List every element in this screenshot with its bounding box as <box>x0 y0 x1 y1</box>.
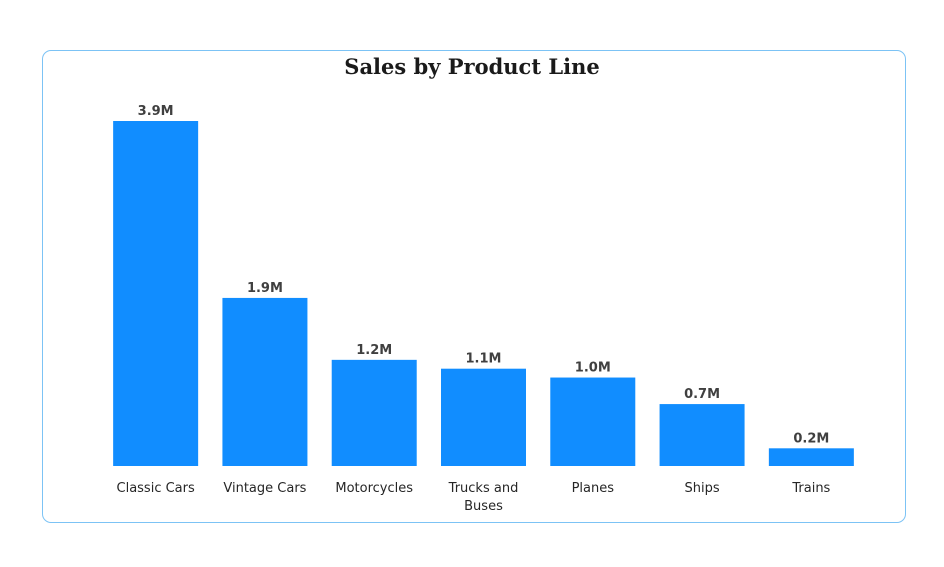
bar-classic-cars[interactable] <box>113 121 199 466</box>
category-label: Planes <box>572 481 615 496</box>
bar-motorcycles[interactable] <box>331 359 417 466</box>
bar-planes[interactable] <box>550 377 636 466</box>
data-label: 1.0M <box>575 361 611 376</box>
category-label: Trains <box>791 481 830 496</box>
data-label: 3.9M <box>138 104 174 119</box>
category-label: Motorcycles <box>335 481 413 496</box>
chart-title: Sales by Product Line <box>344 54 600 79</box>
category-label: Ships <box>685 481 720 496</box>
bar-vintage-cars[interactable] <box>222 297 308 466</box>
data-label: 1.9M <box>247 281 283 296</box>
bar-ships[interactable] <box>659 404 745 466</box>
data-label: 0.7M <box>684 387 720 402</box>
data-label: 1.2M <box>356 343 392 358</box>
bar-trains[interactable] <box>768 448 854 466</box>
category-label: Trucks and Buses <box>448 481 519 514</box>
data-label: 1.1M <box>466 352 502 367</box>
data-label: 0.2M <box>793 431 829 446</box>
category-label: Vintage Cars <box>223 481 306 496</box>
bar-trucks-and-buses[interactable] <box>441 368 526 466</box>
category-label: Classic Cars <box>117 481 195 496</box>
